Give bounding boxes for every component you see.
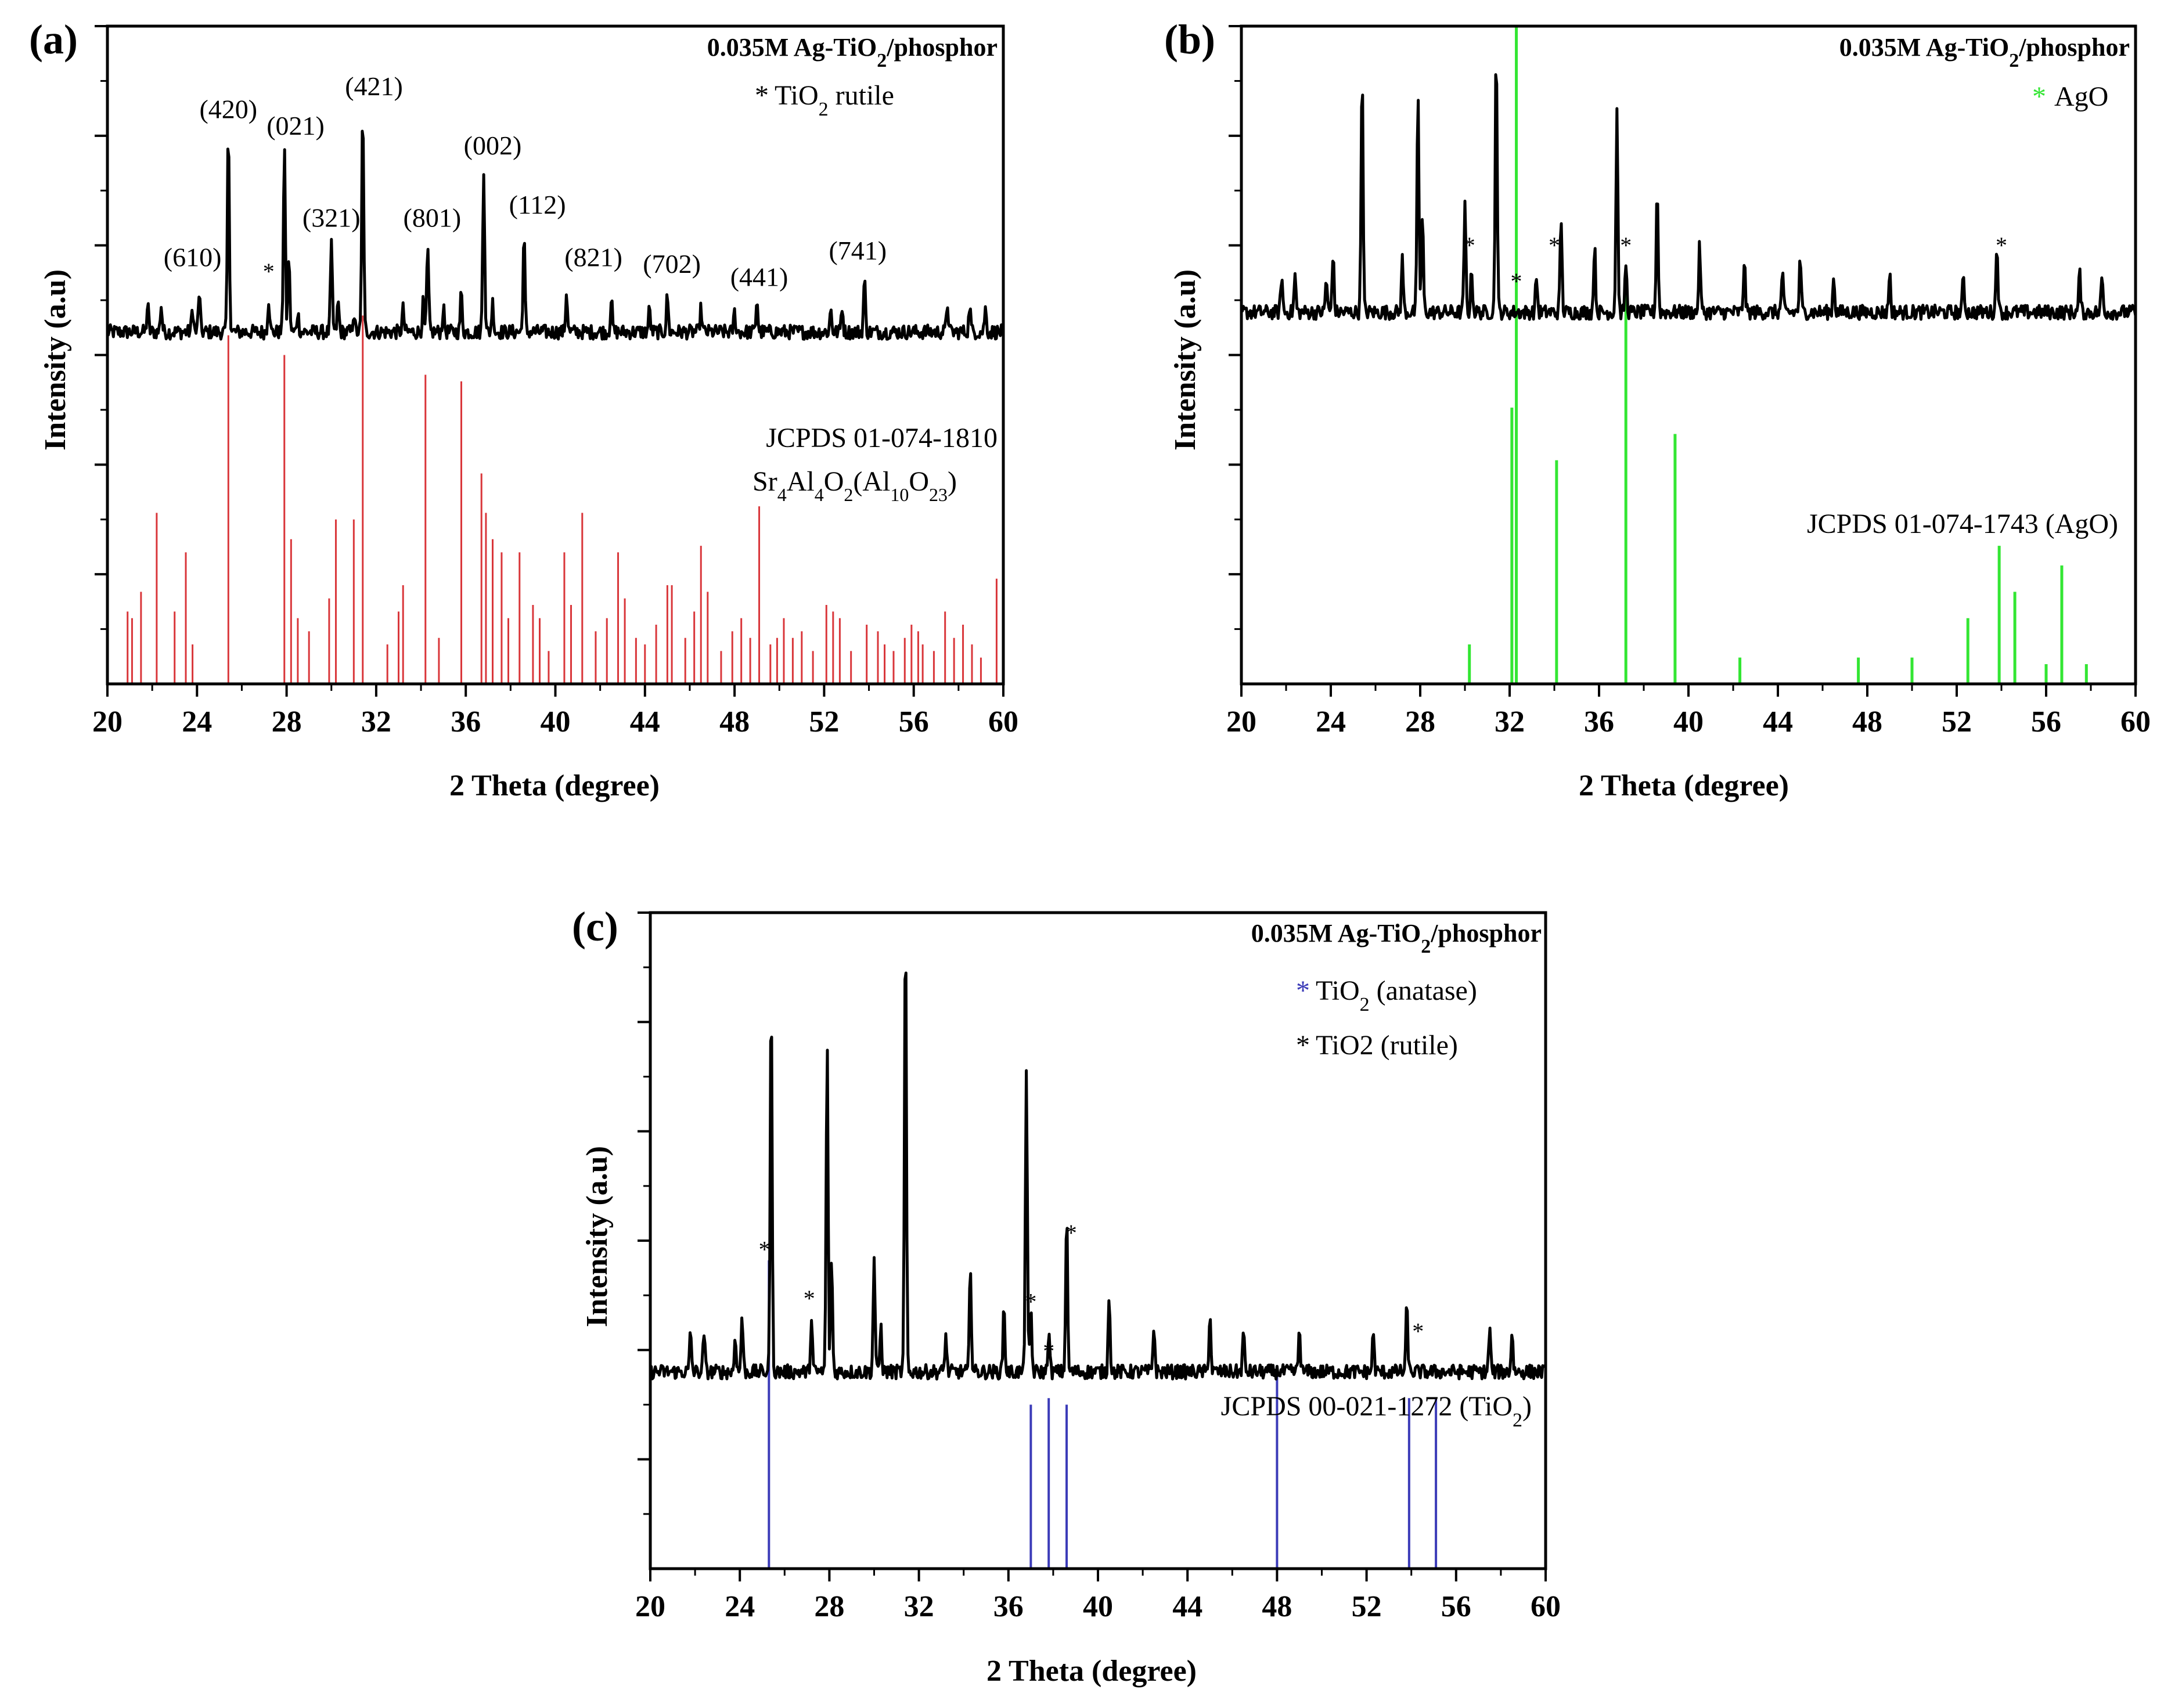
panel-b-frame bbox=[1240, 24, 2137, 686]
panel-c-marker-anatase: * bbox=[1065, 1220, 1077, 1246]
panel-a-peak-label: (821) bbox=[564, 243, 622, 272]
panel-b-x-axis-label: 2 Theta (degree) bbox=[1579, 769, 1789, 802]
panel-a-peak-label: (610) bbox=[164, 243, 222, 272]
panel-b-letter: (b) bbox=[1164, 16, 1215, 63]
panel-a-y-axis-label: Intensity (a.u) bbox=[39, 269, 72, 451]
panel-c: (c) * * * * * * 20 24 28 32 36 40 44 48 52 56 60 0.035M … bbox=[572, 903, 1561, 1688]
panel-b-marker-AgO: * bbox=[1620, 232, 1632, 258]
panel-a-x-tick-label: 32 bbox=[361, 705, 391, 738]
panel-b-marker-AgO: * bbox=[1549, 232, 1560, 258]
panel-c-marker-rutile: * bbox=[804, 1285, 815, 1311]
panel-b-y-axis-label: Intensity (a.u) bbox=[1169, 269, 1202, 451]
panel-b-measured-pattern bbox=[1240, 73, 2137, 321]
panel-c-x-tick-label: 44 bbox=[1172, 1590, 1202, 1623]
panel-c-x-axis-label: 2 Theta (degree) bbox=[986, 1655, 1197, 1688]
panel-c-reference-label: JCPDS 00-021-1272 (TiO2) bbox=[1221, 1391, 1532, 1431]
panel-a-peak-label: (002) bbox=[464, 131, 522, 160]
panel-b-x-tick-label: 40 bbox=[1673, 705, 1704, 738]
panel-b-marker-AgO: * bbox=[1996, 232, 2007, 258]
panel-a-x-tick-label: 20 bbox=[92, 705, 123, 738]
panel-c-frame bbox=[649, 911, 1547, 1570]
panel-a-peak-label: (021) bbox=[267, 111, 325, 140]
panel-b-x-tick-label: 32 bbox=[1495, 705, 1525, 738]
panel-a-x-axis-label: 2 Theta (degree) bbox=[449, 769, 660, 802]
panel-c-x-tick-label: 28 bbox=[814, 1590, 844, 1623]
panel-b-x-tick-label: 44 bbox=[1763, 705, 1793, 738]
panel-b-reference-label: JCPDS 01-074-1743 (AgO) bbox=[1807, 509, 2118, 539]
panel-b-sample-label: 0.035M Ag-TiO2/phosphor bbox=[1839, 33, 2130, 71]
panel-a-x-tick-label: 56 bbox=[899, 705, 929, 738]
panel-c-x-tick-label: 60 bbox=[1531, 1590, 1561, 1623]
panel-a-reference-label: JCPDS 01-074-1810 bbox=[766, 423, 998, 453]
panel-a-x-tick-label: 40 bbox=[541, 705, 571, 738]
panel-c-marker-anatase: * bbox=[1412, 1318, 1424, 1345]
panel-b-x-tick-label: 36 bbox=[1584, 705, 1614, 738]
panel-a-peak-label: (420) bbox=[199, 95, 257, 124]
panel-a-peak-label: (702) bbox=[643, 249, 701, 279]
panel-c-x-tick-label: 56 bbox=[1441, 1590, 1471, 1623]
panel-a-x-tick-label: 28 bbox=[272, 705, 302, 738]
panel-b-legend-ago: * AgO bbox=[2032, 81, 2108, 112]
panel-a-legend-rutile: * TiO2 rutile bbox=[755, 80, 894, 120]
panel-c-x-tick-label: 48 bbox=[1262, 1590, 1292, 1623]
panel-b-marker-AgO: * bbox=[1464, 232, 1475, 258]
panel-c-plot-area: * * * * * * 20 24 28 32 36 40 44 48 52 56 60 bbox=[635, 911, 1561, 1623]
panel-c-x-tick-label: 52 bbox=[1352, 1590, 1382, 1623]
panel-b-x-tick-label: 24 bbox=[1316, 705, 1346, 738]
panel-a-sample-label: 0.035M Ag-TiO2/phosphor bbox=[707, 33, 998, 71]
panel-a-frame bbox=[106, 24, 1005, 686]
panel-c-legend-rutile: * TiO2 (rutile) bbox=[1296, 1030, 1458, 1061]
panel-a-x-tick-label: 52 bbox=[809, 705, 839, 738]
panel-c-x-tick-label: 36 bbox=[993, 1590, 1024, 1623]
panel-b-x-tick-label: 56 bbox=[2031, 705, 2061, 738]
panel-c-marker-anatase: * bbox=[1025, 1289, 1036, 1315]
panel-c-marker-anatase: * bbox=[759, 1236, 770, 1262]
panel-b-x-tick-label: 60 bbox=[2120, 705, 2151, 738]
panel-b-x-tick-label: 28 bbox=[1405, 705, 1435, 738]
panel-c-x-tick-label: 20 bbox=[635, 1590, 665, 1623]
panel-a-peak-label: (741) bbox=[829, 236, 887, 265]
panel-b-marker-AgO: * bbox=[1511, 268, 1522, 294]
panel-c-y-axis-label: Intensity (a.u) bbox=[581, 1146, 614, 1327]
panel-c-x-tick-label: 24 bbox=[725, 1590, 755, 1623]
panel-a-peak-label: (421) bbox=[345, 71, 403, 101]
panel-a-marker-rutile: * bbox=[263, 258, 275, 284]
panel-a-peak-label: (112) bbox=[509, 190, 566, 219]
panel-c-legend-anatase: * TiO2 (anatase) bbox=[1296, 975, 1477, 1015]
panel-a: (a) * (610) (420) (021) (321) (421) (801) (002)… bbox=[29, 16, 1018, 802]
panel-c-sample-label: 0.035M Ag-TiO2/phosphor bbox=[1251, 919, 1542, 957]
panel-a-peak-label: (441) bbox=[730, 262, 788, 292]
panel-c-marker-anatase: * bbox=[1043, 1338, 1054, 1364]
panel-a-x-tick-label: 48 bbox=[719, 705, 750, 738]
panel-c-measured-pattern bbox=[649, 971, 1547, 1381]
panel-a-peak-label: (321) bbox=[303, 203, 361, 233]
panel-a-x-tick-label: 44 bbox=[630, 705, 660, 738]
panel-b-plot-area: * * * * * 20 24 28 32 36 40 44 48 52 56 60 bbox=[1226, 24, 2151, 738]
panel-b-x-tick-label: 52 bbox=[1942, 705, 1972, 738]
panel-c-x-tick-label: 32 bbox=[904, 1590, 934, 1623]
panel-b-x-tick-label: 48 bbox=[1852, 705, 1882, 738]
panel-a-plot-area: * (610) (420) (021) (321) (421) (801) (002) (112… bbox=[92, 24, 1018, 738]
panel-a-letter: (a) bbox=[29, 16, 78, 63]
panel-a-x-tick-label: 60 bbox=[988, 705, 1018, 738]
panel-b-x-tick-label: 20 bbox=[1226, 705, 1256, 738]
panel-a-measured-pattern bbox=[106, 129, 1005, 341]
panel-c-letter: (c) bbox=[572, 903, 618, 950]
panel-a-reference-formula: Sr4Al4O2(Al10O23) bbox=[752, 466, 957, 505]
panel-a-x-tick-label: 36 bbox=[451, 705, 481, 738]
panel-c-x-tick-label: 40 bbox=[1083, 1590, 1113, 1623]
panel-a-x-tick-label: 24 bbox=[182, 705, 212, 738]
panel-a-peak-label: (801) bbox=[404, 203, 462, 233]
panel-b: (b) * * * * * 20 24 28 32 36 40 44 48 52 56 60 0.035M A… bbox=[1164, 16, 2151, 802]
